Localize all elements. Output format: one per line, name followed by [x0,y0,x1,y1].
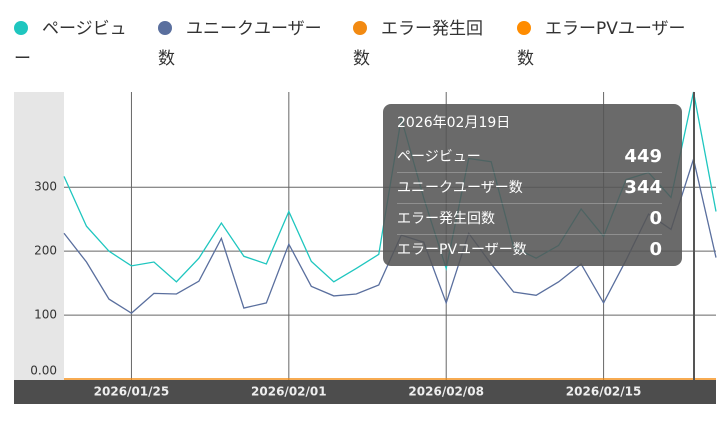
tooltip-label: エラー発生回数 [397,211,495,227]
tooltip-label: エラーPVユーザー数 [397,242,527,258]
legend-item[interactable]: エラー発生回数 [353,14,493,74]
legend-dot [14,21,28,35]
y-tick-label: 300 [34,180,57,194]
legend-item[interactable]: ページビュー [14,14,139,74]
legend-dot [517,21,531,35]
legend-dot [353,21,367,35]
legend-item[interactable]: ユニークユーザー数 [158,14,333,74]
x-tick-label: 2026/02/15 [566,385,642,399]
tooltip-row: ページビュー 449 [397,142,662,172]
tooltip-value: 0 [649,208,662,229]
x-axis-band [14,380,716,404]
tooltip-row: エラー発生回数 0 [397,203,662,234]
x-tick-label: 2026/02/08 [408,385,484,399]
y-tick-label: 0.00 [30,364,57,378]
legend-label: エラー発生回数 [353,19,483,69]
tooltip-value: 344 [624,177,662,198]
tooltip-label: ページビュー [397,149,481,165]
x-tick-label: 2026/01/25 [94,385,170,399]
x-tick-label: 2026/02/01 [251,385,327,399]
legend-label: ページビュー [14,19,127,69]
y-axis-band [14,92,64,380]
y-tick-label: 200 [34,244,57,258]
tooltip-value: 449 [624,146,662,167]
legend-dot [158,21,172,35]
legend-label: ユニークユーザー数 [158,19,322,69]
tooltip-value: 0 [649,239,662,260]
legend-item[interactable]: エラーPVユーザー数 [517,14,697,74]
tooltip-row: エラーPVユーザー数 0 [397,234,662,265]
legend-label: エラーPVユーザー数 [517,19,686,69]
tooltip-title: 2026年02月19日 [397,115,511,131]
tooltip-label: ユニークユーザー数 [397,180,523,196]
y-tick-label: 100 [34,308,57,322]
tooltip: 2026年02月19日 ページビュー 449 ユニークユーザー数 344 エラー発生… [383,104,682,266]
tooltip-row: ユニークユーザー数 344 [397,172,662,203]
